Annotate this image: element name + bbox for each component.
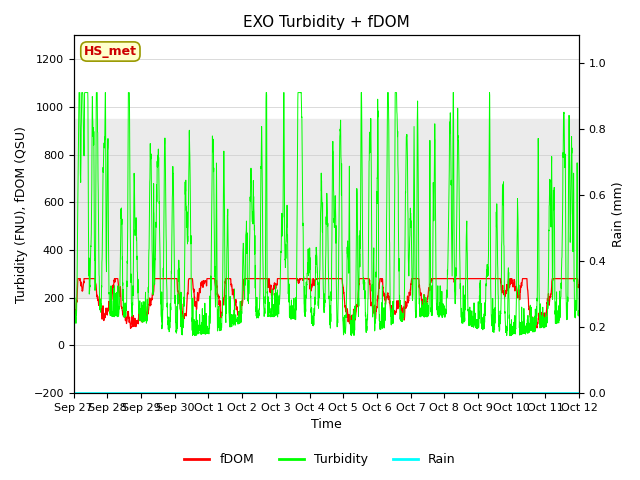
Bar: [74, 119, 579, 298]
Y-axis label: Turbidity (FNU), fDOM (QSU): Turbidity (FNU), fDOM (QSU): [15, 126, 28, 303]
X-axis label: Time: Time: [311, 419, 342, 432]
Legend: fDOM, Turbidity, Rain: fDOM, Turbidity, Rain: [179, 448, 461, 471]
Y-axis label: Rain (mm): Rain (mm): [612, 181, 625, 247]
Text: HS_met: HS_met: [84, 45, 137, 58]
Title: EXO Turbidity + fDOM: EXO Turbidity + fDOM: [243, 15, 410, 30]
